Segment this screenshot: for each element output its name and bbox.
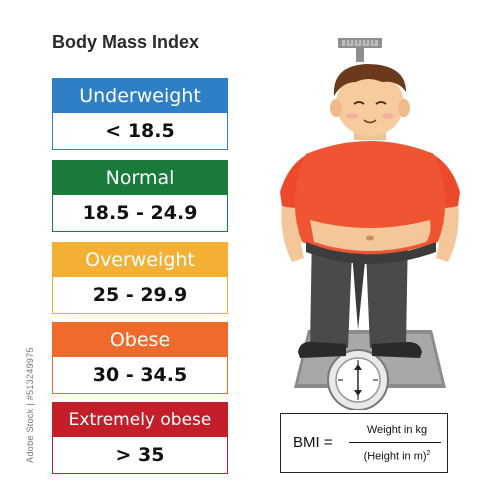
page-title: Body Mass Index bbox=[52, 32, 200, 52]
bmi-card-overweight: Overweight 25 - 29.9 bbox=[52, 242, 228, 314]
formula-numerator: Weight in kg bbox=[366, 424, 428, 436]
bmi-range-extremely-obese: > 35 bbox=[115, 444, 165, 466]
bmi-label-obese: Obese bbox=[53, 323, 227, 357]
formula-exponent: 2 bbox=[426, 450, 431, 457]
bmi-label-extremely-obese: Extremely obese bbox=[53, 403, 227, 437]
bmi-label-overweight: Overweight bbox=[53, 243, 227, 277]
bmi-card-extremely-obese: Extremely obese > 35 bbox=[52, 402, 228, 474]
face-icon bbox=[330, 64, 410, 136]
bmi-card-underweight: Underweight < 18.5 bbox=[52, 78, 228, 150]
bmi-range-overweight: 25 - 29.9 bbox=[92, 284, 188, 306]
stock-id-label: Adobe Stock | #513249975 bbox=[24, 347, 35, 463]
bmi-formula-box: BMI = Weight in kg (Height in m)2 bbox=[280, 413, 448, 473]
person-on-scale-illustration bbox=[280, 38, 460, 410]
bmi-range-obese: 30 - 34.5 bbox=[92, 364, 188, 386]
formula-lhs: BMI = bbox=[293, 434, 333, 451]
bmi-range-normal: 18.5 - 24.9 bbox=[82, 202, 198, 224]
formula-denominator: (Height in m) bbox=[363, 450, 427, 463]
bmi-card-normal: Normal 18.5 - 24.9 bbox=[52, 160, 228, 232]
formula-denominator-wrap: (Height in m)2 bbox=[349, 450, 445, 463]
bmi-label-underweight: Underweight bbox=[53, 79, 227, 113]
bmi-range-underweight: < 18.5 bbox=[105, 120, 175, 142]
bmi-label-normal: Normal bbox=[53, 161, 227, 195]
fraction-bar bbox=[349, 442, 441, 443]
bmi-card-obese: Obese 30 - 34.5 bbox=[52, 322, 228, 394]
height-rod-icon bbox=[338, 38, 382, 62]
